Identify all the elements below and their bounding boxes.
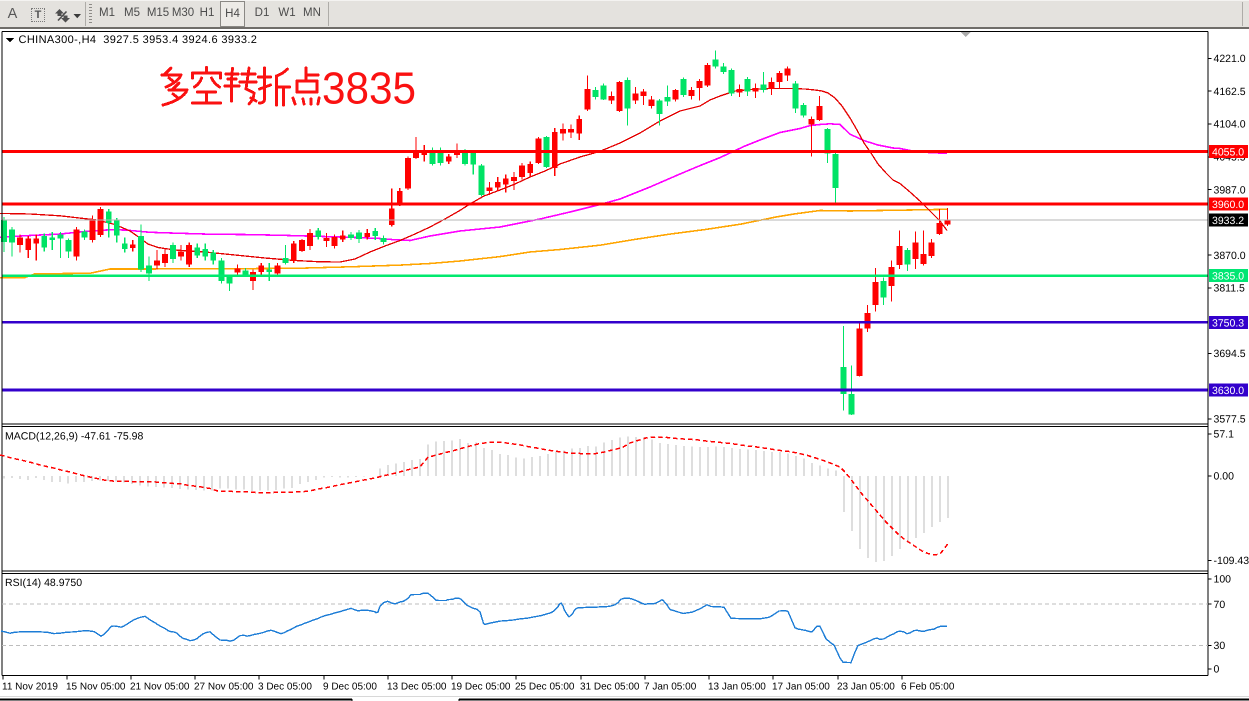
svg-text:21 Nov 05:00: 21 Nov 05:00 — [130, 682, 190, 693]
svg-text:3750.3: 3750.3 — [1212, 317, 1244, 329]
svg-text:100: 100 — [1214, 574, 1232, 586]
svg-text:70: 70 — [1214, 599, 1226, 611]
svg-text:3577.5: 3577.5 — [1214, 414, 1246, 426]
svg-text:4104.0: 4104.0 — [1214, 119, 1246, 131]
svg-text:3630.0: 3630.0 — [1212, 385, 1244, 397]
svg-text:13 Jan 05:00: 13 Jan 05:00 — [708, 682, 766, 693]
svg-text:CHINA300-,H4 3927.5 3953.4 39: CHINA300-,H4 3927.5 3953.4 3924.6 3933.2 — [19, 34, 258, 46]
svg-text:-109.43: -109.43 — [1214, 555, 1249, 567]
svg-text:3 Dec 05:00: 3 Dec 05:00 — [258, 682, 312, 693]
svg-text:3835.0: 3835.0 — [1212, 271, 1244, 283]
svg-text:17 Jan 05:00: 17 Jan 05:00 — [772, 682, 830, 693]
svg-text:3694.5: 3694.5 — [1214, 348, 1246, 360]
svg-text:3933.2: 3933.2 — [1212, 215, 1244, 227]
svg-text:13 Dec 05:00: 13 Dec 05:00 — [387, 682, 447, 693]
svg-text:7 Jan 05:00: 7 Jan 05:00 — [644, 682, 697, 693]
svg-text:15 Nov 05:00: 15 Nov 05:00 — [66, 682, 126, 693]
svg-text:11 Nov 2019: 11 Nov 2019 — [2, 682, 58, 693]
svg-text:3960.0: 3960.0 — [1212, 199, 1244, 211]
svg-text:4055.0: 4055.0 — [1212, 146, 1244, 158]
svg-text:6 Feb 05:00: 6 Feb 05:00 — [901, 682, 955, 693]
svg-text:23 Jan 05:00: 23 Jan 05:00 — [837, 682, 895, 693]
svg-text:3987.0: 3987.0 — [1214, 184, 1246, 196]
svg-text:31 Dec 05:00: 31 Dec 05:00 — [580, 682, 640, 693]
svg-text:4221.0: 4221.0 — [1214, 53, 1246, 65]
svg-text:19 Dec 05:00: 19 Dec 05:00 — [451, 682, 511, 693]
svg-text:3811.5: 3811.5 — [1214, 283, 1245, 295]
svg-text:30: 30 — [1214, 640, 1226, 652]
svg-text:27 Nov 05:00: 27 Nov 05:00 — [194, 682, 254, 693]
svg-text:9 Dec 05:00: 9 Dec 05:00 — [323, 682, 377, 693]
svg-text:3835: 3835 — [322, 63, 416, 114]
svg-text:25 Dec 05:00: 25 Dec 05:00 — [515, 682, 575, 693]
svg-text:3870.0: 3870.0 — [1214, 250, 1246, 262]
svg-text:RSI(14) 48.9750: RSI(14) 48.9750 — [5, 577, 82, 589]
svg-text:0.00: 0.00 — [1214, 471, 1235, 483]
svg-text:4162.5: 4162.5 — [1214, 86, 1246, 98]
svg-text:0: 0 — [1214, 664, 1220, 676]
svg-text:MACD(12,26,9) -47.61 -75.98: MACD(12,26,9) -47.61 -75.98 — [5, 431, 143, 443]
svg-text:57.1: 57.1 — [1214, 429, 1235, 441]
